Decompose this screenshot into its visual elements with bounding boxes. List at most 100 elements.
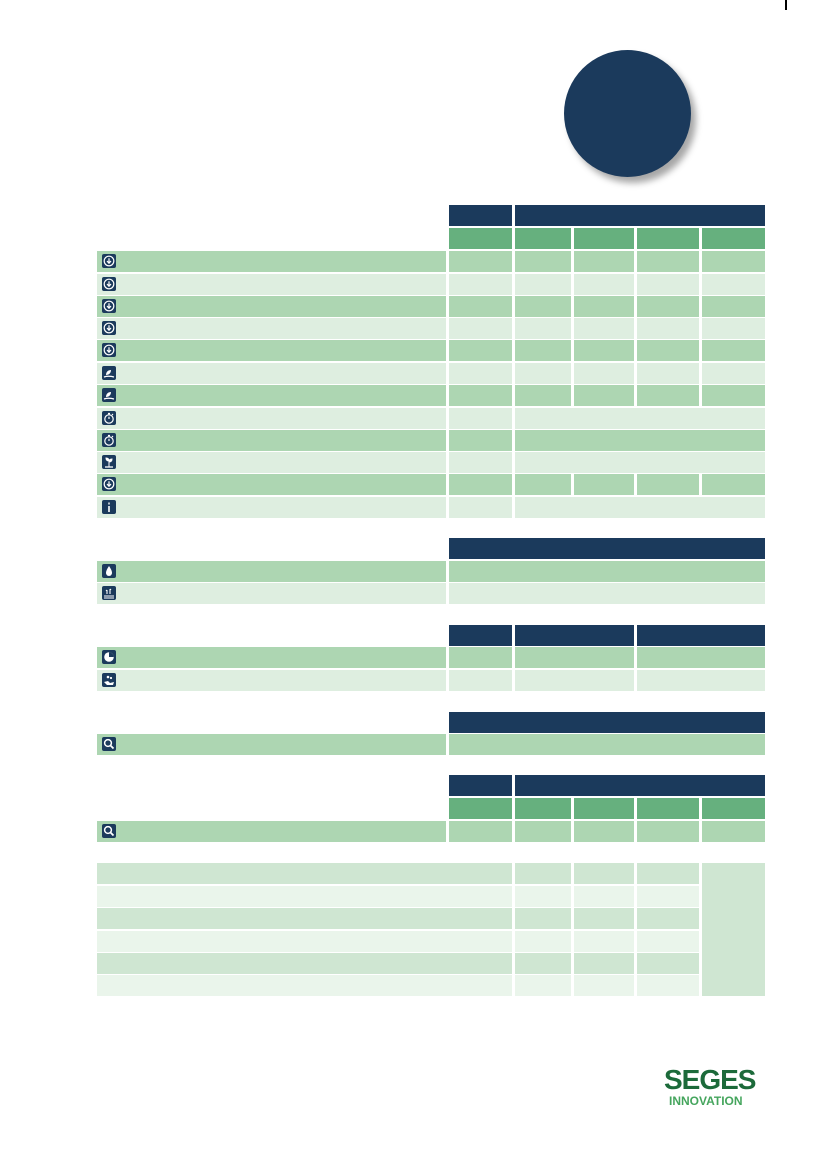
table-cell xyxy=(637,296,699,317)
table-cell xyxy=(449,497,512,518)
pie-chart-icon xyxy=(102,650,116,664)
magnifier-icon xyxy=(102,824,116,838)
table-cell xyxy=(637,975,699,996)
hand-seed-icon xyxy=(102,673,116,687)
table-row xyxy=(97,430,446,451)
table-cell xyxy=(449,274,512,295)
table-cell xyxy=(449,251,512,272)
table-row xyxy=(97,734,446,755)
table-cell xyxy=(515,318,571,339)
table-row xyxy=(97,385,446,406)
table-cell-merged xyxy=(515,430,765,451)
table-cell xyxy=(515,251,571,272)
table-cell xyxy=(449,363,512,384)
logo-wordmark: SEGES xyxy=(664,1064,756,1095)
seges-innovation-logo: SEGES INNOVATION xyxy=(664,1064,774,1109)
table-cell xyxy=(574,385,634,406)
header-cell xyxy=(515,775,765,796)
table-cell xyxy=(574,931,634,952)
table-row xyxy=(97,886,512,907)
table-cell xyxy=(515,647,634,668)
table-row xyxy=(97,647,446,668)
logo-subtitle: INNOVATION xyxy=(669,1094,743,1108)
subheader-cell xyxy=(515,228,571,249)
table-cell xyxy=(702,340,765,361)
table-cell xyxy=(702,385,765,406)
table-row xyxy=(97,251,446,272)
header-cell xyxy=(449,538,765,559)
header-cell xyxy=(449,625,512,646)
page-edge-mark xyxy=(785,0,787,10)
subheader-cell xyxy=(515,798,571,819)
field-crop-icon xyxy=(102,586,116,600)
table-cell xyxy=(574,975,634,996)
table-cell xyxy=(574,274,634,295)
table-cell xyxy=(702,474,765,495)
table-cell xyxy=(574,363,634,384)
table-cell xyxy=(449,385,512,406)
header-cell xyxy=(515,625,634,646)
table-row xyxy=(97,497,446,518)
sprout-hand-icon xyxy=(102,455,116,469)
subheader-cell xyxy=(449,798,512,819)
table-cell xyxy=(449,408,512,429)
table-row xyxy=(97,975,512,996)
table-cell xyxy=(515,385,571,406)
table-row xyxy=(97,474,446,495)
download-circle-icon xyxy=(102,254,116,268)
table-cell xyxy=(515,886,571,907)
table-cell xyxy=(637,931,699,952)
subheader-cell xyxy=(702,228,765,249)
subheader-cell xyxy=(574,798,634,819)
plant-leaf-icon xyxy=(102,366,116,380)
table-row xyxy=(97,953,512,974)
table-row xyxy=(97,340,446,361)
download-circle-icon xyxy=(102,477,116,491)
header-cell xyxy=(449,712,765,733)
table-row xyxy=(97,670,446,691)
table-cell xyxy=(515,340,571,361)
subheader-cell xyxy=(637,228,699,249)
water-drop-icon xyxy=(102,564,116,578)
header-cell xyxy=(449,205,512,226)
subheader-cell xyxy=(702,798,765,819)
table-cell xyxy=(702,274,765,295)
stopwatch-icon xyxy=(102,411,116,425)
table-cell xyxy=(574,318,634,339)
table-cell xyxy=(574,886,634,907)
table-row xyxy=(97,821,446,842)
table-cell-merged xyxy=(449,734,765,755)
table-cell xyxy=(515,670,634,691)
subheader-cell xyxy=(449,228,512,249)
table-cell-merged xyxy=(702,863,765,996)
table-cell xyxy=(637,474,699,495)
table-cell xyxy=(515,363,571,384)
table-cell xyxy=(637,863,699,884)
table-cell-merged xyxy=(515,408,765,429)
table-row xyxy=(97,561,446,582)
download-circle-icon xyxy=(102,277,116,291)
table-cell-merged xyxy=(515,452,765,473)
torch-icon xyxy=(102,500,116,514)
table-cell xyxy=(702,296,765,317)
subheader-cell xyxy=(574,228,634,249)
table-cell xyxy=(449,430,512,451)
table-row xyxy=(97,452,446,473)
download-circle-icon xyxy=(102,343,116,357)
table-row xyxy=(97,363,446,384)
table-cell xyxy=(515,474,571,495)
table-cell xyxy=(574,296,634,317)
stopwatch-icon xyxy=(102,433,116,447)
table-row xyxy=(97,908,512,929)
table-cell xyxy=(637,953,699,974)
table-cell xyxy=(574,474,634,495)
table-cell xyxy=(637,908,699,929)
download-circle-icon xyxy=(102,321,116,335)
table-cell xyxy=(637,886,699,907)
table-cell xyxy=(574,821,634,842)
header-cell xyxy=(449,775,512,796)
download-circle-icon xyxy=(102,299,116,313)
table-cell xyxy=(637,318,699,339)
table-cell xyxy=(515,975,571,996)
table-cell-merged xyxy=(449,561,765,582)
